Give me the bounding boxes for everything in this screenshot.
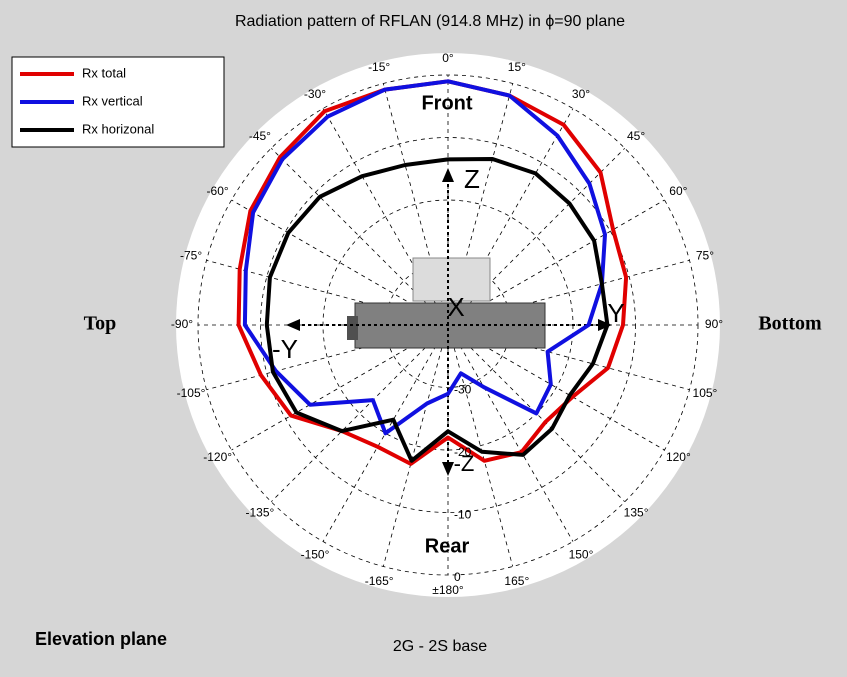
theta-tick-label: 75° — [696, 248, 714, 262]
top-label: Top — [84, 313, 117, 335]
minus-y-label: -Y — [272, 334, 298, 364]
grid-spoke — [382, 324, 449, 567]
theta-tick-label: 105° — [693, 386, 718, 400]
theta-tick-label: 45° — [627, 129, 645, 143]
device-tab — [347, 316, 358, 340]
theta-tick-label: 165° — [504, 574, 529, 588]
device-sketch — [286, 168, 612, 476]
theta-tick-label: 0° — [442, 51, 454, 65]
theta-tick-label: -90° — [171, 317, 193, 331]
series-line — [242, 79, 607, 436]
theta-tick-label: ±180° — [432, 583, 464, 597]
z-label: Z — [464, 164, 480, 194]
theta-tick-label: -105° — [177, 386, 206, 400]
theta-tick-label: -30° — [304, 87, 326, 101]
theta-tick-label: -165° — [365, 574, 394, 588]
theta-tick-label: 60° — [669, 184, 687, 198]
minus-y-arrow — [286, 319, 300, 331]
theta-tick-label: -135° — [245, 505, 274, 519]
legend: Rx total Rx vertical Rx horizonal — [11, 56, 225, 148]
y-label: Y — [607, 298, 624, 328]
grid-spoke — [447, 324, 514, 567]
theta-tick-label: -75° — [180, 248, 202, 262]
legend-label: Rx total — [82, 65, 126, 80]
theta-tick-label: -45° — [249, 129, 271, 143]
curves — [236, 79, 629, 466]
footer-left: Elevation plane — [35, 629, 167, 649]
grid-spoke — [270, 324, 449, 503]
theta-tick-label: 135° — [624, 505, 649, 519]
r-tick-label: -30 — [454, 383, 472, 397]
theta-tick-label: 90° — [705, 317, 723, 331]
r-tick-label: 0 — [454, 570, 461, 584]
grid-spoke — [447, 324, 626, 503]
theta-tick-label: -120° — [203, 450, 232, 464]
theta-tick-label: 150° — [569, 548, 594, 562]
x-label: X — [447, 292, 464, 322]
theta-tick-label: 30° — [572, 87, 590, 101]
legend-label: Rx vertical — [82, 93, 143, 108]
front-label: Front — [421, 92, 472, 114]
r-tick-label: -10 — [454, 508, 472, 522]
theta-tick-label: -15° — [368, 60, 390, 74]
series-line — [264, 157, 610, 463]
chart-title: Radiation pattern of RFLAN (914.8 MHz) i… — [235, 13, 625, 30]
theta-tick-label: -150° — [301, 548, 330, 562]
y-arrow — [598, 319, 612, 331]
theta-tick-label: -60° — [207, 184, 229, 198]
theta-tick-label: 120° — [666, 450, 691, 464]
device-top — [412, 257, 491, 302]
footer-center: 2G - 2S base — [393, 638, 487, 655]
bottom-label: Bottom — [758, 313, 822, 335]
legend-label: Rx horizonal — [82, 121, 154, 136]
grid-spoke — [322, 324, 449, 542]
grid-spoke — [447, 324, 574, 542]
z-arrow — [442, 168, 454, 182]
r-tick-label: -20 — [454, 445, 472, 459]
minus-z-arrow — [442, 462, 454, 476]
theta-tick-label: 15° — [508, 60, 526, 74]
rear-label: Rear — [425, 535, 470, 557]
minus-z-label: -Z — [454, 451, 475, 476]
